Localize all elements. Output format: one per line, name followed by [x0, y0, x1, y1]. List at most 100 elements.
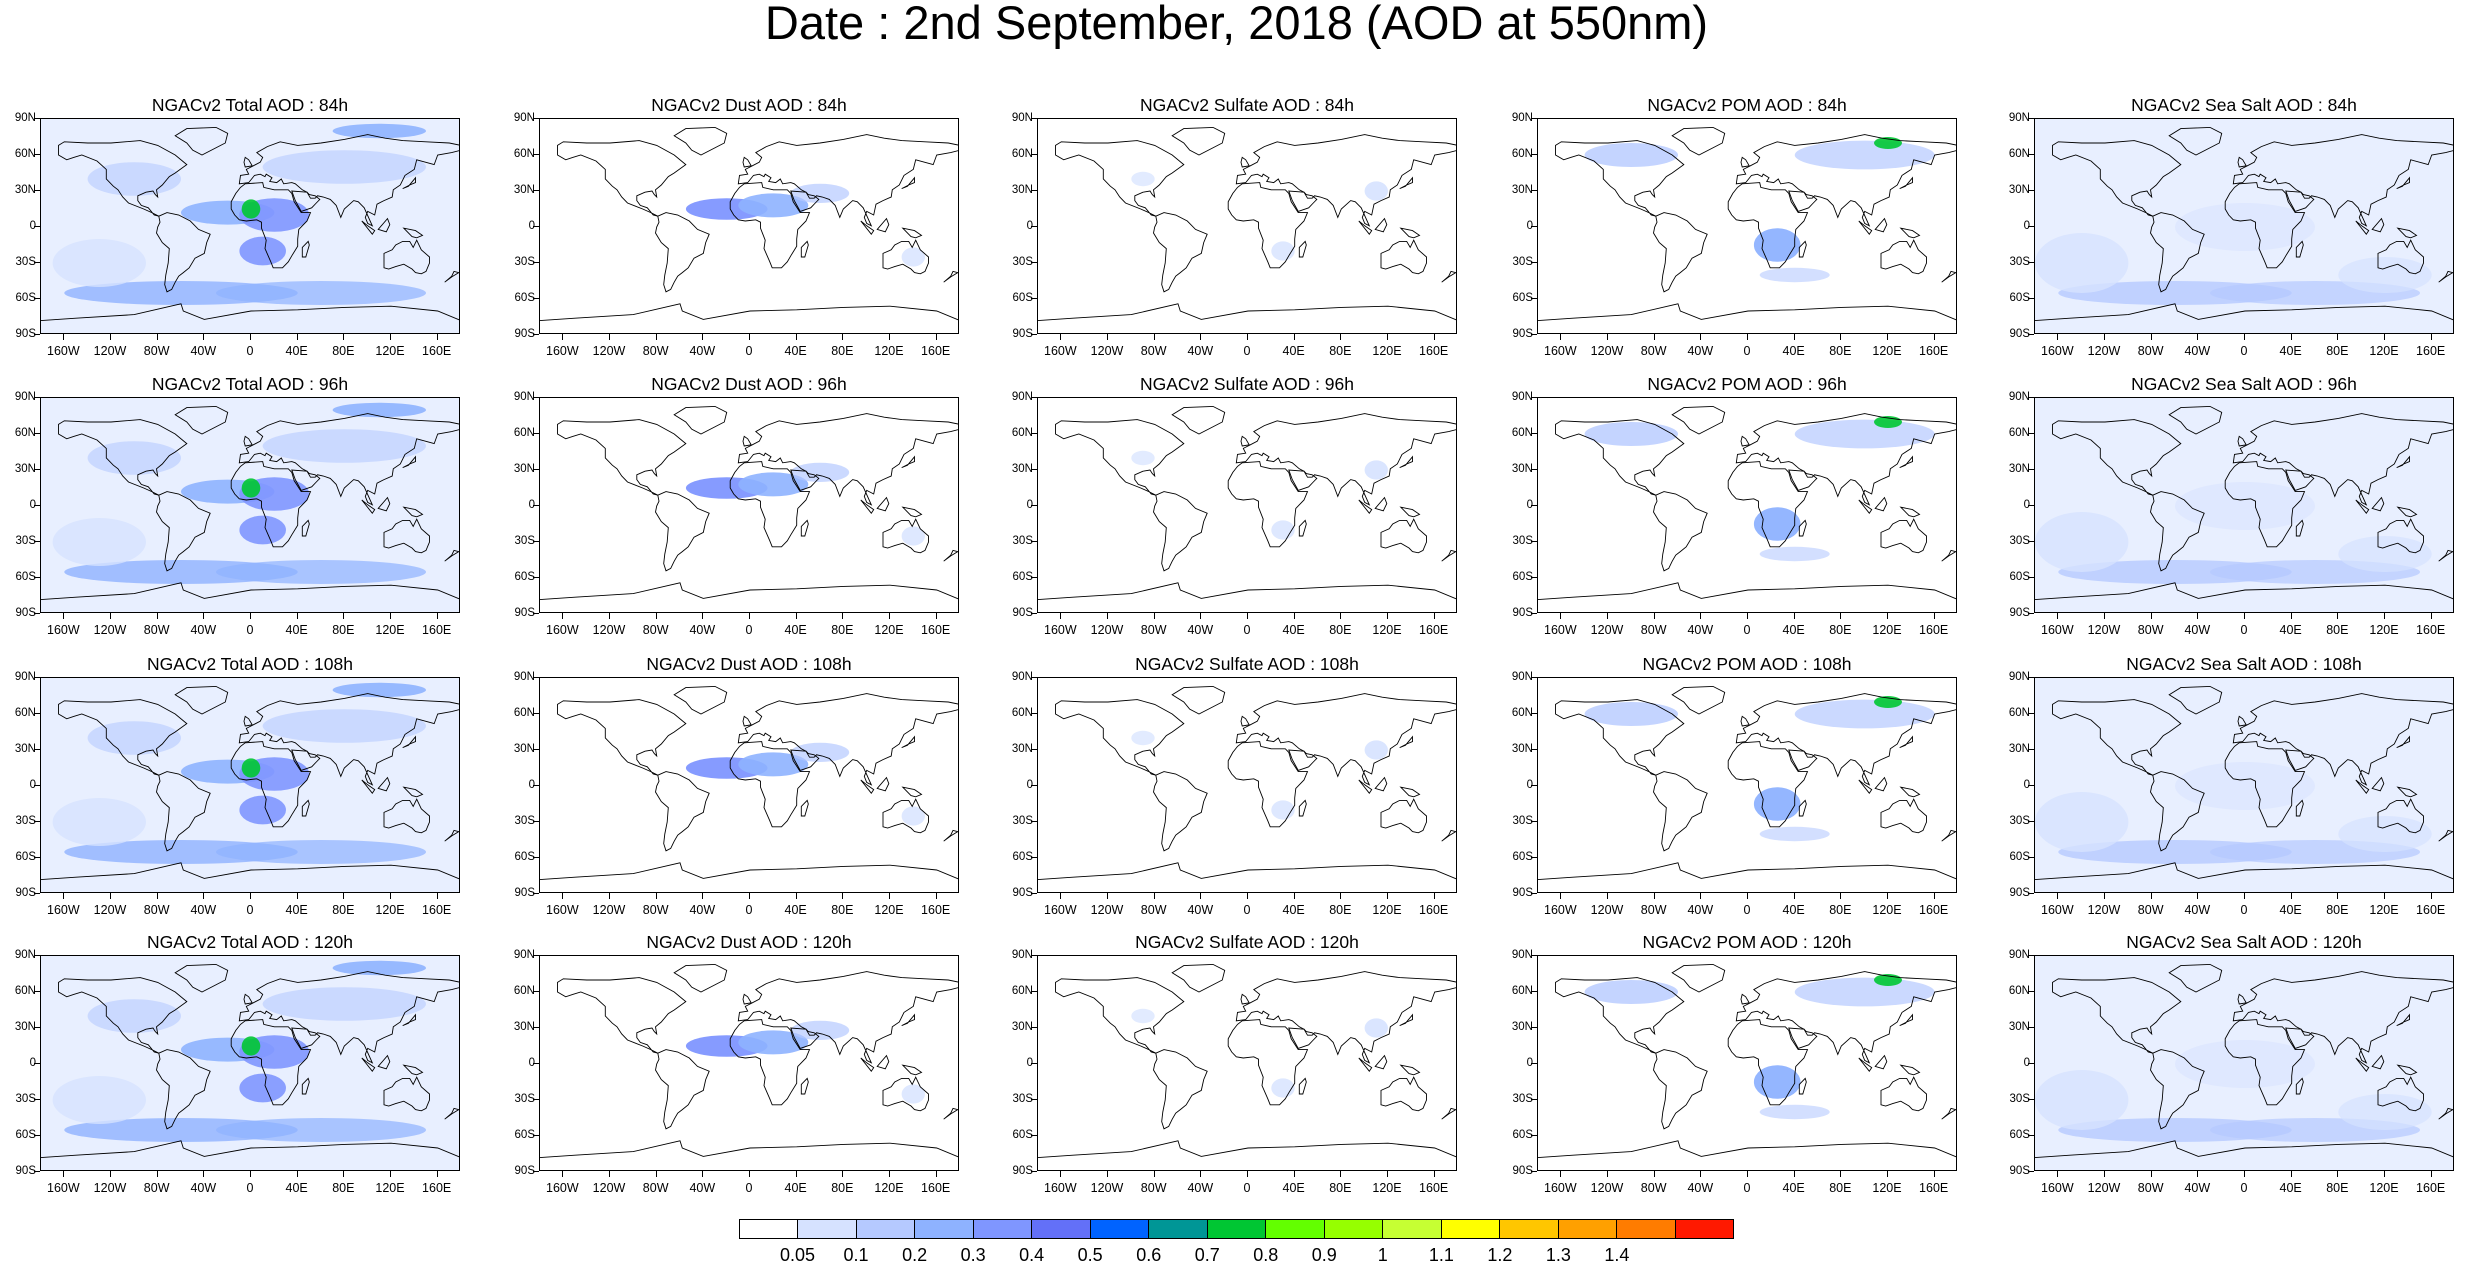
coastline — [1358, 220, 1373, 235]
longitude-tick — [1747, 1171, 1748, 1177]
longitude-tick — [842, 1171, 844, 1177]
coastline — [58, 977, 188, 1054]
aerosol-plume — [901, 806, 925, 826]
latitude-tick — [34, 262, 40, 263]
coastline — [1899, 455, 1913, 469]
latitude-label: 60S — [1512, 851, 1533, 863]
coastline — [901, 506, 923, 518]
coastline — [1538, 582, 1956, 601]
latitude-tick — [2028, 991, 2034, 992]
coastline — [1227, 1019, 1309, 1106]
latitude-label: 0 — [528, 220, 535, 232]
coastline — [1555, 977, 1685, 1054]
coastline — [2168, 405, 2223, 435]
longitude-tick — [1200, 334, 1202, 340]
longitude-tick — [1387, 893, 1388, 899]
longitude-label: 120W — [2087, 903, 2121, 917]
longitude-label: 160W — [1544, 623, 1577, 637]
coastline — [876, 1054, 890, 1070]
coastline — [2237, 993, 2247, 1005]
coastline — [1399, 1013, 1413, 1027]
latitude-label: 90N — [2008, 949, 2030, 961]
longitude-label: 120E — [2369, 623, 2399, 637]
longitude-label: 120E — [874, 344, 904, 358]
aerosol-plume — [241, 758, 261, 778]
coastline — [943, 1107, 958, 1120]
latitude-tick — [2028, 298, 2034, 299]
longitude-tick — [1653, 1171, 1655, 1177]
aerosol-plume — [216, 1118, 426, 1142]
colorbar-swatch — [1383, 1220, 1442, 1238]
latitude-label: 0 — [2023, 499, 2030, 511]
latitude-tick — [1031, 262, 1037, 263]
coastline — [383, 239, 430, 275]
coastline — [58, 140, 188, 217]
coastline — [1298, 1077, 1307, 1095]
colorbar-swatch — [1675, 1220, 1733, 1238]
world-map — [2034, 677, 2454, 893]
longitude-tick — [2244, 893, 2245, 899]
latitude-tick — [34, 857, 40, 858]
coastline — [882, 1076, 929, 1112]
aerosol-plume — [1753, 787, 1801, 821]
longitude-label: 40E — [1782, 903, 1805, 917]
longitude-label: 80E — [332, 903, 355, 917]
latitude-tick — [34, 1063, 40, 1064]
aerosol-plume — [332, 960, 426, 976]
latitude-label: 30N — [1511, 463, 1533, 475]
latitude-tick — [1531, 613, 1537, 614]
coastline — [557, 140, 687, 217]
longitude-tick — [2197, 613, 2199, 619]
coastline — [1399, 455, 1413, 469]
latitude-label: 30N — [2008, 463, 2030, 475]
longitude-tick — [795, 334, 797, 340]
coastline — [2232, 413, 2453, 506]
longitude-tick — [2057, 1171, 2059, 1177]
coastline — [1288, 190, 1318, 212]
panel-title: NGACv2 Sea Salt AOD : 96h — [2131, 374, 2357, 394]
latitude-label: 0 — [528, 779, 535, 791]
coastline — [1399, 227, 1421, 239]
latitude-label: 30S — [1012, 535, 1033, 547]
longitude-tick — [2337, 334, 2339, 340]
aerosol-plume — [1131, 450, 1155, 466]
coastline — [876, 776, 890, 792]
longitude-label: 40W — [2184, 1181, 2211, 1195]
latitude-tick — [34, 1099, 40, 1100]
aerosol-plume — [1364, 740, 1388, 760]
latitude-label: 60N — [1511, 427, 1533, 439]
longitude-tick — [2384, 1171, 2385, 1177]
longitude-label: 0 — [745, 623, 753, 637]
longitude-label: 120W — [1090, 1181, 1124, 1195]
longitude-tick — [889, 613, 890, 619]
colorbar-label: 0.1 — [843, 1245, 869, 1265]
latitude-tick — [1531, 505, 1537, 506]
longitude-label: 80W — [143, 344, 170, 358]
coastline — [1240, 156, 1250, 168]
aerosol-plume — [738, 193, 809, 218]
map-panel: NGACv2 Sea Salt AOD : 120h 90N 60N 30N 0 30S 6… — [2009, 932, 2454, 1195]
coastline — [2371, 1054, 2385, 1070]
longitude-label: 160E — [1419, 1181, 1449, 1195]
longitude-tick — [1433, 1171, 1435, 1177]
longitude-label: 160W — [1544, 903, 1577, 917]
longitude-label: 160E — [921, 1181, 951, 1195]
aerosol-plume — [1794, 419, 1935, 449]
coastline — [1555, 419, 1685, 496]
latitude-tick — [34, 893, 40, 894]
coastline — [2232, 693, 2453, 786]
latitude-label: 0 — [528, 499, 535, 511]
longitude-label: 80W — [642, 623, 669, 637]
latitude-tick — [34, 541, 40, 542]
coastline — [301, 519, 310, 537]
longitude-tick — [2150, 613, 2152, 619]
coastline — [655, 491, 710, 572]
latitude-label: 60N — [1011, 427, 1033, 439]
coastline — [2396, 176, 2410, 190]
latitude-label: 60N — [14, 985, 36, 997]
latitude-label: 60N — [2008, 985, 2030, 997]
latitude-tick — [533, 821, 539, 822]
longitude-tick — [1247, 1171, 1248, 1177]
latitude-label: 60S — [15, 571, 36, 583]
coastline — [58, 699, 188, 776]
